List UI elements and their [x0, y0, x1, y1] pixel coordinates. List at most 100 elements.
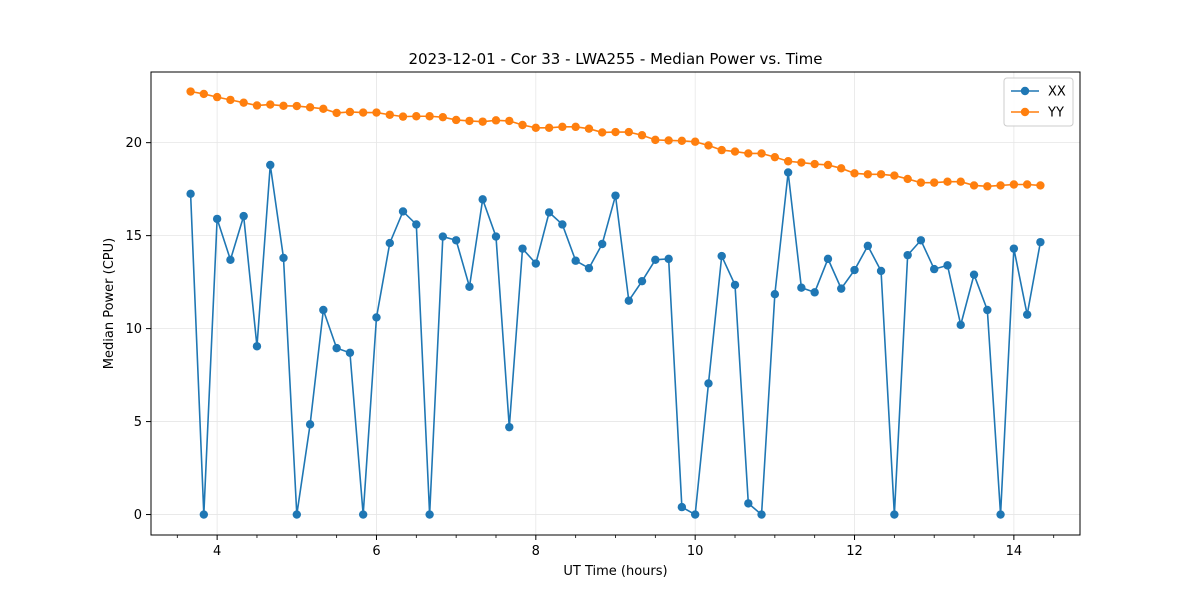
data-point-yy	[744, 149, 753, 158]
data-point-yy	[969, 181, 979, 190]
data-point-xx	[212, 214, 222, 224]
data-point-xx	[730, 280, 740, 290]
data-point-yy	[797, 158, 806, 167]
data-point-yy	[491, 116, 501, 125]
x-axis-label: UT Time (hours)	[563, 564, 667, 579]
data-point-yy	[943, 177, 952, 186]
legend-marker-xx	[1020, 86, 1030, 96]
data-point-yy	[239, 98, 248, 107]
data-point-xx	[239, 211, 248, 221]
data-point-yy	[505, 116, 514, 126]
data-point-yy	[558, 122, 567, 132]
y-tick-label: 20	[125, 136, 142, 151]
data-point-yy	[212, 92, 222, 102]
data-point-xx	[319, 305, 328, 315]
grid-layer	[151, 72, 1080, 535]
data-point-yy	[279, 101, 288, 111]
data-point-yy	[584, 124, 594, 133]
y-tick-label: 5	[134, 415, 142, 430]
chart-title: 2023-12-01 - Cor 33 - LWA255 - Median Po…	[409, 50, 823, 68]
data-point-yy	[757, 149, 766, 158]
data-point-xx	[983, 305, 992, 315]
legend-entries: XX YY	[1011, 85, 1066, 121]
data-point-xx	[770, 290, 780, 299]
x-tick-label: 14	[1006, 544, 1023, 559]
data-point-yy	[983, 182, 992, 191]
data-point-xx	[544, 208, 554, 217]
data-point-yy	[319, 104, 328, 114]
data-point-xx	[690, 510, 700, 519]
data-point-yy	[770, 152, 780, 162]
data-point-xx	[903, 250, 912, 260]
data-point-yy	[783, 157, 793, 166]
data-point-yy	[358, 108, 368, 117]
data-point-xx	[266, 160, 275, 170]
data-point-xx	[876, 266, 886, 276]
data-point-yy	[690, 137, 700, 146]
data-point-xx	[372, 313, 381, 322]
data-point-yy	[664, 136, 673, 145]
data-point-xx	[491, 232, 501, 241]
data-point-xx	[305, 420, 315, 429]
legend-marker-yy	[1020, 107, 1030, 117]
x-tick-label: 4	[213, 544, 221, 559]
data-point-yy	[398, 112, 408, 121]
data-point-yy	[1022, 180, 1032, 189]
data-point-yy	[677, 136, 687, 145]
data-point-xx	[518, 244, 527, 253]
data-point-yy	[624, 127, 634, 137]
data-point-yy	[996, 181, 1005, 190]
data-point-xx	[425, 510, 434, 519]
x-tick-label: 8	[532, 544, 540, 559]
data-point-yy	[730, 147, 740, 156]
data-point-yy	[412, 112, 421, 121]
data-point-xx	[345, 348, 355, 357]
data-point-yy	[266, 100, 275, 109]
data-point-xx	[943, 261, 952, 270]
data-point-xx	[531, 259, 541, 268]
data-point-yy	[571, 122, 580, 132]
data-point-xx	[810, 288, 819, 297]
data-point-yy	[478, 117, 487, 126]
data-point-xx	[890, 510, 899, 519]
data-point-xx	[783, 168, 793, 177]
data-point-xx	[186, 189, 195, 198]
data-point-xx	[850, 265, 859, 275]
data-point-yy	[544, 123, 554, 132]
data-point-xx	[597, 239, 607, 249]
data-point-yy	[863, 170, 873, 179]
data-point-xx	[412, 220, 421, 229]
data-point-xx	[1009, 244, 1019, 253]
data-point-yy	[916, 178, 926, 187]
data-point-xx	[451, 236, 461, 245]
tick-layer: 4 6 8 10 12 14 0 5 10 15 20	[125, 136, 1055, 559]
data-point-xx	[969, 270, 979, 279]
data-point-xx	[956, 320, 965, 330]
data-point-yy	[876, 170, 886, 179]
data-point-yy	[903, 174, 912, 184]
data-point-yy	[704, 141, 713, 150]
data-point-xx	[624, 296, 634, 305]
data-point-yy	[305, 103, 315, 112]
data-point-yy	[199, 89, 209, 99]
data-point-xx	[505, 422, 514, 432]
data-point-xx	[823, 254, 833, 264]
data-point-xx	[279, 253, 288, 263]
data-point-yy	[332, 108, 341, 118]
data-point-yy	[252, 101, 262, 110]
data-point-yy	[929, 178, 939, 187]
data-point-yy	[438, 112, 448, 122]
data-point-xx	[558, 220, 567, 229]
legend: XX YY	[1003, 77, 1074, 127]
y-axis-label: Median Power (CPU)	[102, 238, 117, 369]
x-tick-label: 10	[687, 544, 704, 559]
data-point-xx	[704, 379, 713, 388]
data-point-xx	[651, 255, 660, 265]
data-point-xx	[863, 241, 873, 251]
data-point-xx	[332, 343, 341, 353]
data-point-yy	[292, 101, 302, 111]
data-point-yy	[465, 116, 474, 126]
data-point-yy	[611, 127, 620, 137]
data-point-xx	[584, 263, 594, 273]
x-tick-label: 12	[846, 544, 863, 559]
